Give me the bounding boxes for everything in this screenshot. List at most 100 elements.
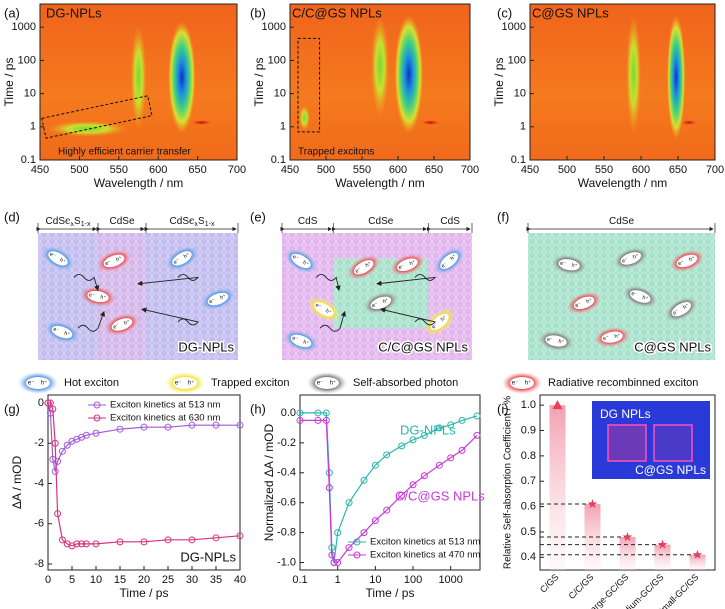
region-label-part: CdS bbox=[440, 216, 460, 227]
y-tick-label: 1000 bbox=[262, 21, 286, 33]
panel-title: C/C@GS NPLs bbox=[292, 5, 382, 20]
electron-label: e⁻ bbox=[621, 257, 629, 265]
data-point bbox=[44, 399, 52, 407]
y-tick-label: 1 bbox=[280, 121, 286, 133]
y-tick-label: 1000 bbox=[12, 21, 36, 33]
x-tick-label: 10 bbox=[90, 574, 102, 586]
region-label-part: S bbox=[74, 216, 81, 227]
region-label-part: x bbox=[195, 221, 199, 228]
exciton: e⁻h⁺ bbox=[347, 254, 381, 280]
exciton-core bbox=[290, 334, 312, 348]
hole-label: h⁺ bbox=[382, 298, 390, 306]
hole-label: h⁺ bbox=[324, 308, 332, 316]
exciton-core bbox=[26, 377, 50, 389]
electron-label: e⁻ bbox=[440, 261, 448, 269]
y-axis-label: Normalized ΔA / mOD bbox=[262, 423, 276, 541]
data-point bbox=[383, 506, 391, 514]
x-tick-label: 30 bbox=[186, 574, 198, 586]
region-label: CdSexS1-x bbox=[170, 216, 215, 229]
exciton: e⁻h⁺ bbox=[41, 245, 75, 271]
data-point bbox=[164, 536, 172, 544]
exciton-core bbox=[671, 302, 692, 317]
y-tick-label: 10 bbox=[24, 88, 36, 100]
heatmap-background bbox=[530, 4, 715, 160]
y-tick-label: 0.1 bbox=[21, 154, 36, 166]
data-point bbox=[164, 423, 172, 431]
electron-label: e⁻ bbox=[354, 267, 362, 275]
marker bbox=[692, 549, 703, 559]
y-tick-label: -0.8 bbox=[277, 527, 296, 539]
exciton-core bbox=[620, 252, 642, 265]
y-tick-label: 0.5 bbox=[521, 526, 536, 538]
data-point bbox=[212, 534, 220, 542]
data-point bbox=[420, 472, 428, 480]
x-tick-label: 550 bbox=[353, 164, 371, 176]
y-axis-label: Time / ps bbox=[252, 58, 266, 107]
data-point bbox=[473, 431, 481, 439]
hole-label: h⁺ bbox=[100, 294, 107, 301]
exciton: e⁻h⁺ bbox=[104, 313, 140, 336]
legend-marker bbox=[93, 414, 101, 422]
x-tick-label: 600 bbox=[632, 164, 650, 176]
electron-label: e⁻ bbox=[52, 326, 60, 334]
legend-label: Self-absorbed photon bbox=[353, 377, 458, 389]
bar bbox=[654, 544, 671, 570]
y-axis-label: Time / ps bbox=[2, 58, 16, 107]
exciton-core bbox=[601, 331, 623, 343]
hole-label: h⁺ bbox=[183, 252, 191, 260]
y-tick-label: 100 bbox=[508, 54, 526, 66]
x-axis-label: Time / ps bbox=[366, 586, 415, 600]
data-point bbox=[54, 457, 62, 465]
bar bbox=[689, 554, 706, 570]
hole-label: h⁺ bbox=[525, 380, 532, 387]
legend-label: Exciton kinetics at 513 nm bbox=[370, 537, 480, 548]
data-point bbox=[345, 544, 353, 552]
heatmap-feature bbox=[130, 25, 147, 129]
region-label: CdSe bbox=[109, 216, 134, 227]
electron-label: e⁻ bbox=[512, 381, 519, 387]
panel-label: (d) bbox=[4, 209, 20, 224]
exciton: e⁻h⁺ bbox=[165, 372, 205, 394]
data-point bbox=[92, 540, 100, 548]
y-tick-label: 0 bbox=[38, 397, 44, 409]
y-tick-label: 10 bbox=[514, 88, 526, 100]
heatmap-feature bbox=[394, 14, 424, 134]
energy-transfer bbox=[379, 307, 436, 326]
y-tick-label: 1 bbox=[30, 121, 36, 133]
data-point bbox=[447, 421, 455, 429]
heatmap-feature bbox=[681, 120, 697, 125]
exciton: e⁻h⁺ bbox=[80, 286, 116, 307]
hole-label: h⁺ bbox=[115, 256, 123, 264]
data-point bbox=[435, 424, 443, 432]
y-tick-label: -1.0 bbox=[277, 556, 296, 568]
electron-label: e⁻ bbox=[575, 302, 583, 310]
heatmap-feature bbox=[168, 21, 196, 134]
data-point bbox=[54, 510, 62, 518]
data-point bbox=[236, 421, 244, 429]
hole-label: h⁺ bbox=[571, 263, 578, 270]
y-tick-label: 0.6 bbox=[521, 501, 536, 513]
exciton-core bbox=[315, 377, 339, 389]
energy-transfer bbox=[319, 310, 347, 332]
electron-label: e⁻ bbox=[291, 254, 299, 262]
region-label: CdSe bbox=[368, 216, 393, 227]
legend-label: Exciton kinetics at 630 nm bbox=[110, 413, 220, 424]
data-point bbox=[334, 529, 342, 537]
series-line bbox=[300, 412, 478, 563]
y-tick-label: -2 bbox=[34, 437, 44, 449]
energy-transfer bbox=[141, 307, 199, 326]
hole-label: h⁺ bbox=[558, 339, 565, 346]
data-point bbox=[371, 461, 379, 469]
y-tick-label: 1.0 bbox=[521, 399, 536, 411]
x-tick-label: 500 bbox=[70, 164, 88, 176]
exciton-core bbox=[397, 258, 418, 272]
plot-frame bbox=[529, 3, 716, 161]
x-tick-label: 650 bbox=[669, 164, 687, 176]
x-tick-label: 1 bbox=[335, 574, 341, 586]
diagram-label: DG-NPLs bbox=[178, 339, 234, 354]
data-point bbox=[458, 446, 466, 454]
x-tick-label: 40 bbox=[234, 574, 246, 586]
x-tick-label: 550 bbox=[110, 164, 128, 176]
electron-label: e⁻ bbox=[630, 291, 638, 299]
exciton-core bbox=[291, 253, 311, 269]
